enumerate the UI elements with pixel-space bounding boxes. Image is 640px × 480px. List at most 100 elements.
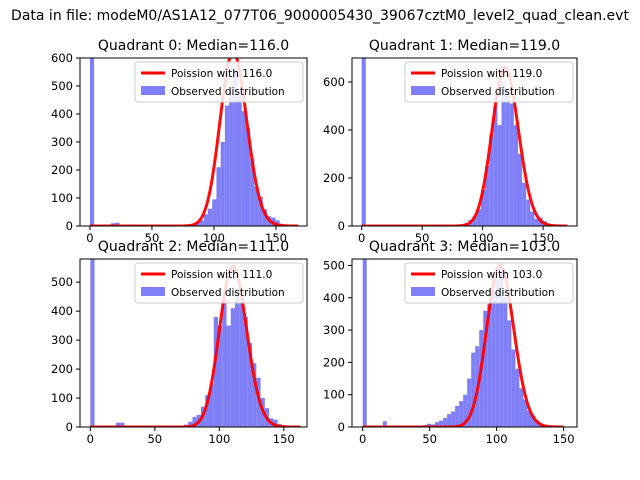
x-tick-label: 0 [359,432,366,446]
x-tick-label: 100 [472,231,494,245]
y-tick-label: 400 [51,304,73,318]
histogram-bar [517,154,523,226]
histogram-bar [239,302,244,427]
histogram-bar [208,208,213,226]
histogram-bar [527,410,532,427]
histogram-bar [188,421,193,427]
poisson-curve [90,264,301,427]
y-tick-label: 100 [51,391,73,405]
histogram-bar [233,69,238,226]
histogram-bar [199,220,204,226]
histogram-bar [218,325,223,427]
x-tick-label: 50 [147,432,162,446]
y-tick-label: 0 [338,420,345,434]
histogram-bar [447,414,452,427]
histogram-bar [252,363,257,427]
histogram-bar [439,420,444,427]
panel-title: Quadrant 3: Median=103.0 [369,239,560,255]
y-tick-label: 400 [51,107,73,121]
legend-box [134,61,304,103]
histogram-bar [479,330,484,427]
histogram-bar [443,417,448,427]
x-tick-label: 50 [422,432,437,446]
histogram-bar [480,190,486,226]
histogram-bar [501,82,506,226]
axes-frame [351,57,578,227]
histogram-bar [455,406,460,427]
x-tick-label: 100 [486,432,508,446]
panel-quadrant-3: 0 50 100 150 0 100 200 300 400 500 Quadrant 3: Med… [323,239,578,446]
histogram-bar [485,166,490,226]
legend-observed-swatch [141,287,165,296]
histogram-bar [362,259,367,427]
observed-histogram [89,58,301,226]
histogram-bar [503,297,508,427]
histogram-bar [467,378,472,427]
histogram-bar [491,291,496,427]
legend-observed-label: Observed distribution [441,86,555,98]
histogram-bar [209,383,214,427]
x-tick-label: 150 [273,432,295,446]
x-tick-label: 50 [415,231,430,245]
y-tick-label: 200 [323,171,345,185]
legend-observed-swatch [141,86,165,95]
histogram-bar [273,419,278,427]
histogram-bar [471,352,476,427]
legend: Poission with 116.0 Observed distribution [134,61,304,103]
legend-poisson-label: Poission with 103.0 [441,269,542,281]
histogram-bar [519,388,524,427]
histogram-bar [205,395,210,427]
histogram-bar [115,422,121,427]
y-tick-label: 600 [51,51,73,65]
panel-title: Quadrant 2: Median=111.0 [98,239,289,255]
histogram-bar [522,182,527,226]
histogram-bar [427,423,432,427]
histogram-bar [489,134,494,226]
histogram-bar [487,304,492,427]
x-tick-label: 0 [358,231,365,245]
histogram-bar [530,211,535,226]
histogram-bar [497,125,502,226]
legend: Poission with 103.0 Observed distribution [404,262,574,304]
legend-observed-swatch [411,287,435,296]
x-tick-label: 0 [87,432,94,446]
poisson-curve [362,263,564,427]
y-tick-label: 600 [323,75,345,89]
y-tick-label: 300 [323,323,345,337]
histogram-bar [495,278,500,427]
poisson-curve [89,58,299,226]
y-tick-label: 100 [51,191,73,205]
histogram-bar [237,91,242,226]
y-tick-label: 0 [66,420,73,434]
panel-quadrant-2: 0 50 100 150 0 100 200 300 400 500 Quadrant 2: Med… [51,239,308,446]
axes-frame [351,258,578,428]
histogram-bar [483,310,488,427]
histogram-bar [216,167,221,226]
histogram-bar [229,91,234,226]
y-tick-label: 200 [51,163,73,177]
histogram-bar [463,394,468,427]
legend-observed-swatch [411,86,435,95]
histogram-bar [513,125,518,226]
y-tick-label: 500 [51,79,73,93]
histogram-bar [224,105,230,226]
histogram-bar [213,316,219,427]
histogram-bar [120,422,125,427]
panel-title: Quadrant 1: Median=119.0 [369,38,560,54]
x-tick-label: 100 [208,432,230,446]
y-tick-label: 500 [51,275,73,289]
histogram-bar [361,58,366,226]
x-tick-label: 150 [532,231,554,245]
histogram-bar [254,186,259,226]
histogram-bar [499,265,504,427]
histogram-bar [262,209,268,226]
observed-histogram [362,259,556,427]
legend-observed-label: Observed distribution [171,287,285,299]
legend-poisson-label: Poission with 119.0 [441,68,542,80]
histogram-bar [245,128,251,226]
panel-title: Quadrant 0: Median=116.0 [98,38,289,54]
x-tick-label: 150 [553,432,575,446]
histogram-bar [534,218,539,226]
histogram-bar [250,158,255,226]
